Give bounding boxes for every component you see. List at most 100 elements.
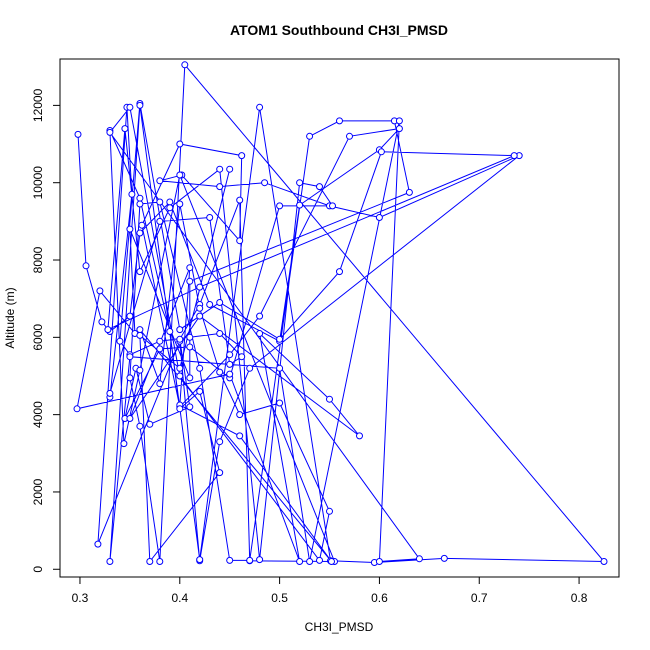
data-point (136, 331, 144, 339)
data-point (296, 201, 304, 209)
data-point (226, 360, 234, 368)
x-tick-label: 0.4 (171, 591, 188, 605)
data-point (256, 103, 264, 111)
data-point (146, 420, 154, 428)
data-point (377, 148, 385, 156)
data-point (296, 179, 304, 187)
data-point (176, 171, 184, 179)
data-point (106, 558, 114, 565)
data-point (186, 277, 194, 285)
data-point (375, 558, 383, 565)
data-point (415, 555, 423, 563)
chart-title: ATOM1 Southbound CH3I_PMSD (230, 22, 448, 38)
data-point (196, 312, 204, 320)
data-point (176, 326, 184, 334)
data-point (226, 370, 234, 378)
data-point (82, 262, 90, 270)
data-point (336, 117, 343, 125)
data-point (216, 183, 224, 191)
data-point (356, 432, 363, 440)
data-point (106, 389, 114, 397)
x-tick-label: 0.5 (271, 591, 288, 605)
data-point (104, 326, 112, 334)
data-point (181, 61, 189, 69)
x-axis: 0.3 0.4 0.5 0.6 0.7 0.8 (72, 576, 588, 605)
y-tick-label: 6000 (31, 324, 45, 351)
data-point (176, 200, 184, 208)
data-point (176, 140, 184, 148)
y-tick-label: 4000 (31, 401, 45, 428)
data-point (276, 335, 284, 343)
data-point (375, 214, 383, 221)
data-point (186, 343, 194, 351)
y-tick-label: 8000 (31, 246, 45, 273)
y-tick-label: 12000 (31, 88, 45, 122)
data-point (336, 268, 343, 276)
data-point (146, 558, 154, 565)
data-point (126, 225, 134, 233)
data-point (136, 101, 144, 109)
data-point (138, 221, 146, 229)
data-point (136, 268, 144, 276)
data-point (121, 125, 129, 133)
data-point (176, 405, 184, 413)
data-point (256, 330, 264, 337)
data-point (216, 330, 224, 337)
data-point (126, 103, 134, 111)
data-point (246, 556, 254, 564)
data-point (126, 353, 134, 361)
data-point (128, 190, 136, 198)
x-tick-label: 0.3 (72, 591, 89, 605)
data-point (116, 337, 124, 345)
data-point (120, 440, 128, 448)
data-point (306, 132, 314, 140)
data-point (126, 374, 134, 382)
data-point (166, 198, 174, 206)
x-tick-label: 0.7 (471, 591, 488, 605)
data-point (196, 387, 204, 395)
plot-area (73, 61, 608, 566)
data-point (326, 395, 333, 403)
data-point (216, 438, 224, 446)
data-point (216, 469, 224, 477)
y-axis: 0 2000 4000 6000 8000 10000 12000 (31, 88, 61, 573)
data-point (196, 304, 204, 312)
y-tick-label: 0 (31, 566, 45, 573)
data-point (226, 165, 234, 173)
data-point (106, 128, 114, 136)
data-point (98, 318, 106, 326)
x-tick-label: 0.6 (371, 591, 388, 605)
data-point (156, 198, 164, 206)
data-point (261, 179, 269, 187)
data-point (126, 312, 134, 320)
data-point (176, 335, 184, 343)
data-point (156, 177, 164, 185)
data-point (186, 333, 194, 341)
data-point (196, 364, 204, 372)
data-point (216, 165, 224, 173)
data-point (238, 152, 246, 160)
data-point (600, 558, 608, 565)
data-point (156, 558, 164, 565)
data-point (395, 125, 403, 133)
data-point (216, 299, 224, 306)
data-point (405, 188, 413, 196)
data-point (206, 214, 214, 221)
data-point (136, 422, 144, 430)
data-point (276, 399, 284, 407)
data-point (136, 194, 144, 202)
data-point (216, 368, 224, 376)
data-point (186, 264, 194, 272)
data-point (276, 202, 284, 210)
data-point (126, 415, 134, 422)
data-point (346, 132, 353, 140)
data-point (136, 229, 144, 237)
data-point (236, 196, 244, 204)
data-point (328, 558, 335, 565)
data-point (256, 312, 264, 320)
data-point (136, 366, 144, 374)
data-point (329, 202, 336, 210)
y-axis-title: Altitude (m) (3, 287, 17, 348)
data-point (73, 405, 81, 413)
data-point (166, 328, 174, 335)
